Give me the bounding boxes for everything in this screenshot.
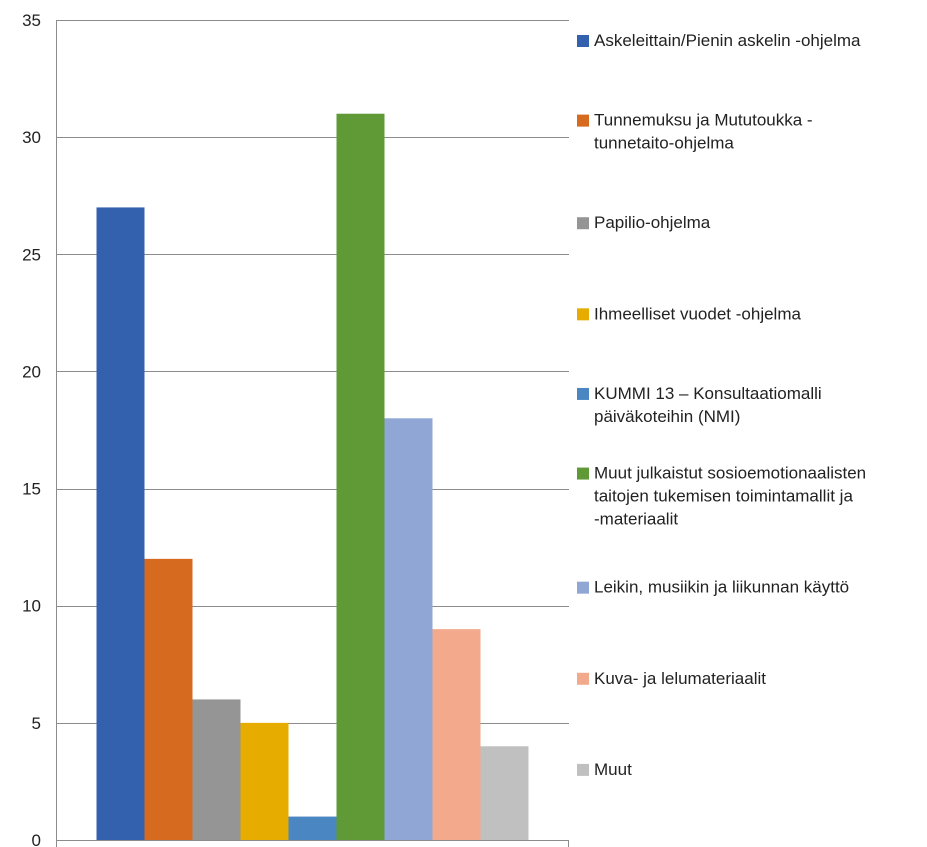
legend-item: Papilio-ohjelma (577, 213, 711, 232)
bar-7 (384, 418, 433, 840)
legend-label: Muut julkaistut sosioemotionaalisten (594, 464, 866, 483)
legend-swatch (577, 217, 589, 230)
legend-label: -materiaalit (594, 510, 678, 529)
legend-label: Kuva- ja lelumateriaalit (594, 669, 766, 688)
legend-label: Muut (594, 760, 632, 779)
legend-item: Leikin, musiikin ja liikunnan käyttö (577, 578, 849, 597)
bar-6 (336, 113, 385, 840)
legend-swatch (577, 114, 589, 127)
y-tick-label: 0 (32, 831, 41, 847)
legend-label: Askeleittain/Pienin askelin -ohjelma (594, 31, 861, 50)
y-tick-label: 30 (22, 128, 41, 147)
legend-label: päiväkoteihin (NMI) (594, 407, 740, 426)
legend-label: Ihmeelliset vuodet -ohjelma (594, 304, 801, 323)
y-tick-label: 15 (22, 480, 41, 499)
axes (56, 20, 569, 847)
bar-2 (144, 558, 193, 840)
legend-item: Askeleittain/Pienin askelin -ohjelma (577, 31, 861, 50)
legend: Askeleittain/Pienin askelin -ohjelma Tunn… (577, 31, 866, 779)
legend-swatch (577, 308, 589, 321)
legend-item: Muut julkaistut sosioemotionaalisten tait… (577, 464, 866, 529)
legend-swatch (577, 672, 589, 685)
legend-swatch (577, 467, 589, 480)
bar-9 (480, 746, 529, 840)
legend-label: Tunnemuksu ja Mututoukka - (594, 111, 813, 130)
legend-item: Ihmeelliset vuodet -ohjelma (577, 304, 801, 323)
bars (96, 113, 529, 840)
legend-swatch (577, 387, 589, 400)
y-tick-label: 5 (32, 714, 41, 733)
legend-item: Muut (577, 760, 632, 779)
bar-4 (240, 722, 289, 840)
legend-swatch (577, 763, 589, 776)
legend-item: Kuva- ja lelumateriaalit (577, 669, 766, 688)
legend-swatch (577, 581, 589, 594)
bar-1 (96, 207, 145, 840)
y-tick-label: 25 (22, 245, 41, 264)
legend-item: KUMMI 13 – Konsultaatiomalli päiväkoteihi… (577, 384, 822, 426)
legend-label: tunnetaito-ohjelma (594, 134, 734, 153)
legend-label: KUMMI 13 – Konsultaatiomalli (594, 384, 822, 403)
legend-label: Leikin, musiikin ja liikunnan käyttö (594, 578, 849, 597)
bar-3 (192, 699, 241, 840)
legend-swatch (577, 35, 589, 47)
y-tick-label: 35 (22, 11, 41, 30)
legend-label: Papilio-ohjelma (594, 213, 711, 232)
y-axis-tick-labels: 0 5 10 15 20 25 30 35 (22, 11, 41, 847)
y-tick-label: 20 (22, 362, 41, 381)
legend-label: taitojen tukemisen toimintamallit ja (594, 487, 853, 506)
y-tick-label: 10 (22, 597, 41, 616)
bar-8 (432, 629, 481, 840)
bar-5 (288, 816, 337, 840)
legend-item: Tunnemuksu ja Mututoukka - tunnetaito-ohj… (577, 111, 813, 153)
